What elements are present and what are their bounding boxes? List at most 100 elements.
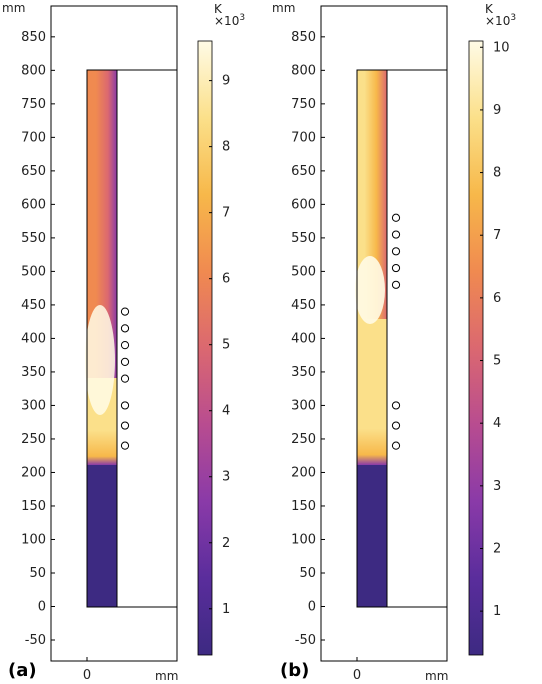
probe-marker (120, 374, 130, 383)
probe-marker (391, 401, 401, 410)
panel-label: (a) (8, 660, 37, 681)
y-tick-label: 650 (21, 164, 46, 179)
probe-markers (391, 213, 401, 450)
probe-marker (120, 341, 130, 350)
y-tick-label: 0 (308, 600, 316, 615)
colorbar-tick-label: 5 (493, 354, 501, 369)
colorbar-gradient (197, 40, 213, 656)
y-tick-label: 350 (21, 365, 46, 380)
y-tick-label: 100 (21, 532, 46, 547)
column-outline (356, 69, 388, 608)
lower-hot-zone (357, 319, 387, 465)
y-tick-label: 850 (21, 30, 46, 45)
y-tick-label: 600 (21, 197, 46, 212)
y-tick-label: 550 (21, 231, 46, 246)
y-tick-label: 800 (291, 63, 316, 78)
colorbar-tick-label: 8 (493, 166, 501, 181)
colorbar-tick-label: 10 (493, 40, 510, 55)
colorbar-unit: K (485, 2, 494, 16)
y-tick-labels: -50 0 50 100 150 200 250 300 350 400 450 500 550 600 6… (291, 30, 325, 648)
y-tick-label: 350 (291, 365, 316, 380)
y-tick-label: 400 (21, 331, 46, 346)
colorbar-ticks: 1 2 3 4 5 6 7 8 9 10 (480, 40, 510, 619)
hot-core (355, 256, 385, 324)
y-unit-label: mm (2, 1, 25, 15)
probe-marker (391, 213, 401, 222)
y-tick-label: 150 (21, 499, 46, 514)
y-tick-labels: -50 0 50 100 150 200 250 300 350 400 450 500 550 600 6… (21, 30, 55, 648)
colorbar-tick-label: 6 (222, 272, 230, 287)
y-tick-label: 550 (291, 231, 316, 246)
probe-marker (391, 421, 401, 430)
y-tick-label: 250 (21, 432, 46, 447)
colorbar-tick-label: 6 (493, 291, 501, 306)
y-tick-label: 50 (299, 566, 316, 581)
x-tick-labels: 0 (83, 657, 91, 683)
colorbar-tick-label: 9 (222, 74, 230, 89)
y-tick-label: 500 (21, 264, 46, 279)
y-tick-label: 750 (291, 97, 316, 112)
multiplier-base: ×10 (485, 14, 510, 28)
column-outline (86, 69, 118, 608)
probe-marker (391, 280, 401, 289)
y-tick-label: 500 (291, 264, 316, 279)
probe-marker (391, 441, 401, 450)
y-tick-label: 450 (291, 298, 316, 313)
multiplier-base: ×10 (214, 14, 239, 28)
x-unit-label: mm (425, 669, 448, 683)
probe-marker (120, 324, 130, 333)
probe-marker (120, 401, 130, 410)
colorbar-tick-label: 3 (493, 479, 501, 494)
y-tick-label: 400 (291, 331, 316, 346)
y-tick-label: 150 (291, 499, 316, 514)
colorbar-tick-label: 5 (222, 338, 230, 353)
probe-marker (120, 307, 130, 316)
y-tick-label: 200 (291, 465, 316, 480)
y-tick-label: 50 (29, 566, 46, 581)
y-unit-label: mm (272, 1, 295, 15)
colorbar-tick-label: 8 (222, 140, 230, 155)
colorbar-ticks: 1 2 3 4 5 6 7 8 9 (209, 74, 230, 617)
colorbar-tick-label: 3 (222, 470, 230, 485)
y-tick-label: 200 (21, 465, 46, 480)
y-tick-label: 700 (291, 130, 316, 145)
y-tick-label: 600 (291, 197, 316, 212)
y-tick-label: 100 (291, 532, 316, 547)
y-tick-label: 300 (21, 398, 46, 413)
y-tick-label: 300 (291, 398, 316, 413)
colorbar-tick-label: 9 (493, 103, 501, 118)
colorbar-multiplier: ×103 (485, 13, 516, 28)
x-tick-label: 0 (83, 668, 91, 683)
probe-marker (391, 230, 401, 239)
x-tick-label: 0 (353, 668, 361, 683)
colorbar-unit: K (214, 2, 223, 16)
panel-label: (b) (280, 660, 309, 681)
colorbar-tick-label: 4 (493, 416, 501, 431)
colorbar-tick-label: 7 (222, 206, 230, 221)
probe-marker (391, 247, 401, 256)
y-tick-label: -50 (295, 633, 316, 648)
hot-core (85, 305, 115, 415)
y-tick-label: 650 (291, 164, 316, 179)
x-unit-label: mm (155, 669, 178, 683)
y-tick-label: 800 (21, 63, 46, 78)
colorbar-tick-label: 4 (222, 404, 230, 419)
probe-marker (120, 357, 130, 366)
colorbar-tick-label: 1 (493, 604, 501, 619)
panel-a: mm mm (a) -50050100150200250300350400450… (2, 1, 245, 683)
y-tick-label: 0 (38, 600, 46, 615)
y-tick-label: 850 (291, 30, 316, 45)
multiplier-exponent: 3 (510, 13, 516, 23)
y-tick-label: 750 (21, 97, 46, 112)
probe-marker (120, 421, 130, 430)
y-tick-label: 700 (21, 130, 46, 145)
colorbar-multiplier: ×103 (214, 13, 245, 28)
colorbar-gradient (468, 40, 484, 656)
probe-markers (120, 307, 130, 450)
colorbar-tick-label: 2 (493, 541, 501, 556)
probe-marker (120, 441, 130, 450)
y-tick-label: 250 (291, 432, 316, 447)
y-tick-label: 450 (21, 298, 46, 313)
